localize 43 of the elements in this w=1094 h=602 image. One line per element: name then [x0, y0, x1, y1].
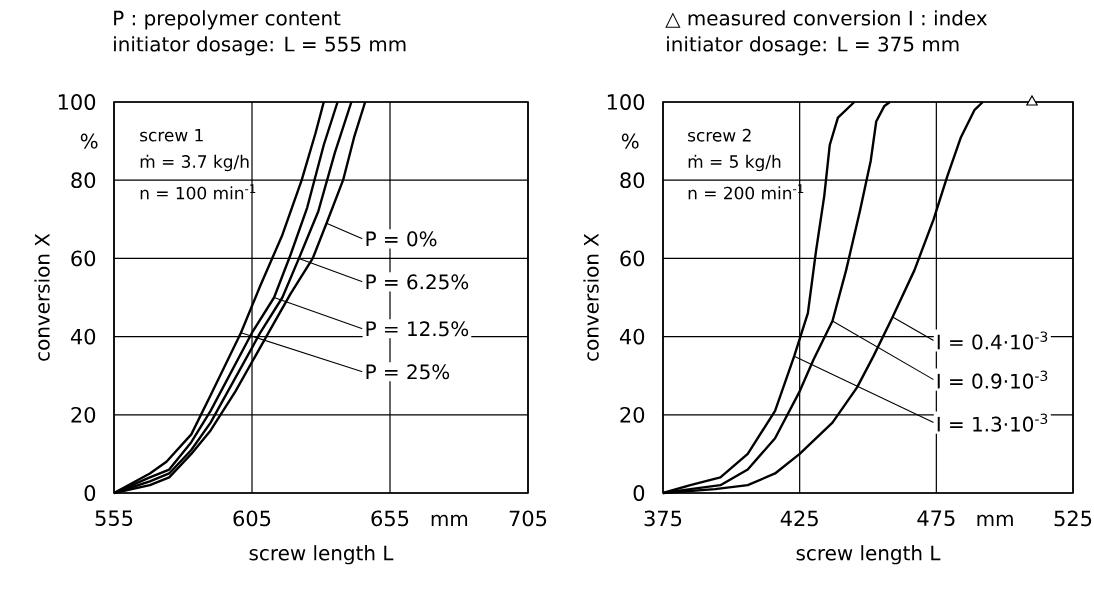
y-tick-label: 40	[70, 328, 96, 345]
text: I = 0.9·10$^{-3}$	[937, 370, 1048, 389]
x-tick-label: 525	[1054, 510, 1092, 527]
x-axis-title: screw length L	[796, 545, 941, 565]
y-tick-label: 80	[620, 172, 645, 189]
y-tick-label: 100	[607, 94, 645, 110]
chart-subtitle: initiator dosage: L = 555 mm	[114, 36, 406, 56]
text: P = 25%	[366, 364, 450, 380]
y-axis-title: conversion X	[34, 233, 50, 361]
annotation: screw 2	[688, 128, 751, 142]
y-tick-label: 40	[619, 328, 645, 345]
text: %	[621, 133, 639, 149]
x-tick-label: 655	[371, 510, 409, 527]
text: mm	[977, 514, 1013, 526]
text: I = 1.3·10$^{-3}$	[937, 413, 1048, 432]
legend-label: P = 0%	[366, 231, 437, 247]
x-tick-label: 605	[233, 510, 271, 527]
y-tick-label: 80	[71, 172, 96, 189]
text: mm	[431, 514, 468, 526]
y-axis-title: conversion X	[583, 233, 599, 361]
y-tick-label: 0	[633, 485, 645, 501]
chart-title: P : prepolymer content	[114, 10, 341, 30]
chart-title: △ measured conversion I : index	[665, 10, 987, 28]
annotation: ṁ = 5 kg/h	[688, 154, 781, 172]
annotation: screw 1	[140, 128, 203, 142]
y-tick-label: 60	[620, 250, 645, 267]
legend-label: P = 6.25%	[366, 274, 469, 290]
chart-subtitle: initiator dosage: L = 375 mm	[667, 36, 959, 56]
x-tick-label: 705	[509, 510, 547, 527]
text: P = 12.5%	[366, 321, 469, 337]
x-tick-label: 375	[644, 510, 682, 527]
y-tick-label: 100	[58, 94, 96, 110]
y-tick-label: 20	[71, 406, 96, 423]
text: %	[80, 133, 98, 149]
x-axis-title: screw length L	[249, 545, 394, 565]
x-tick-label: 475	[917, 510, 955, 527]
y-tick-label: 0	[84, 485, 96, 501]
annotation: ṁ = 3.7 kg/h	[140, 154, 249, 172]
x-tick-label: 555	[95, 510, 133, 527]
y-tick-label: 60	[71, 250, 96, 267]
y-tick-label: 20	[620, 406, 645, 423]
legend-label: I = 0.4·10$^{-3}$	[937, 331, 1048, 350]
x-tick-label: 425	[780, 510, 818, 527]
